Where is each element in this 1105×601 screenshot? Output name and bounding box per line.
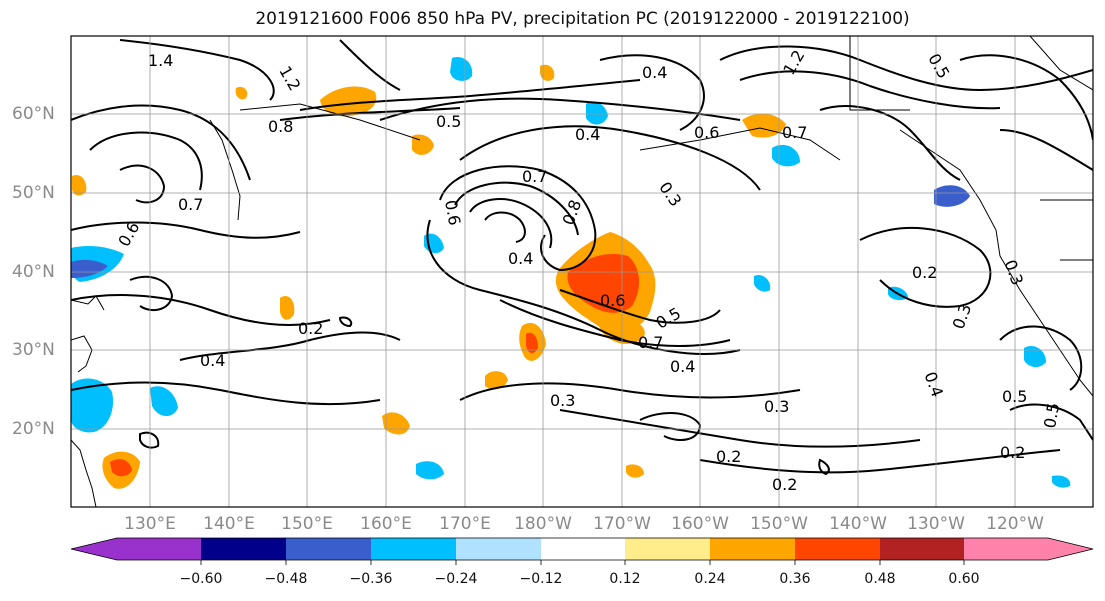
colorbar-segment (880, 538, 964, 560)
lon-label-140e: 140°E (203, 514, 255, 534)
colorbar-tick-label: 0.48 (864, 571, 896, 587)
map-frame (70, 35, 1094, 508)
precip-blob-west-pacific (71, 378, 114, 433)
contour-label: 0.4 (642, 63, 667, 82)
lon-label-160w: 160°W (671, 514, 729, 534)
lon-label-160e: 160°E (360, 514, 412, 534)
contour-label: 0.3 (764, 397, 789, 416)
colorbar-segment (456, 538, 541, 560)
lat-label-50n: 50°N (12, 183, 55, 203)
colorbar-segment (201, 538, 286, 560)
precip-positive-shading (72, 64, 786, 489)
contour-label: 0.7 (782, 123, 807, 142)
colorbar-segment (795, 538, 880, 560)
contour-label: 0.2 (716, 447, 741, 466)
contour-label: 0.2 (298, 319, 323, 338)
colorbar-tick-label: −0.48 (264, 571, 308, 587)
contour-label: 0.7 (638, 333, 663, 352)
lon-label-130w: 130°W (907, 514, 965, 534)
colorbar-tick-label: −0.12 (519, 571, 563, 587)
contour-label: 0.6 (441, 199, 464, 227)
coastlines (71, 36, 1093, 507)
lon-label-180w: 180°W (514, 514, 572, 534)
contour-label: 0.6 (694, 123, 719, 142)
colorbar-segment (625, 538, 710, 560)
colorbar-segment (710, 538, 795, 560)
contour-label: 0.2 (912, 263, 937, 282)
contour-label: 0.2 (1000, 443, 1025, 462)
lat-label-40n: 40°N (12, 262, 55, 282)
colorbar-segment (541, 538, 625, 560)
gridlines (71, 36, 1093, 507)
contour-label: 0.4 (200, 351, 225, 370)
map-title: 2019121600 F006 850 hPa PV, precipitatio… (255, 9, 910, 29)
colorbar-segment (286, 538, 371, 560)
contour-labels: 1.4 1.2 0.8 0.5 0.4 0.4 0.7 0.3 0.6 0.7 … (114, 47, 1063, 494)
lon-label-120w: 120°W (986, 514, 1044, 534)
lat-label-20n: 20°N (12, 419, 55, 439)
colorbar-tick-label: 0.36 (779, 571, 811, 587)
contour-label: 0.5 (436, 112, 461, 131)
colorbar-tick-label: −0.60 (179, 571, 223, 587)
colorbar-tick-label: 0.12 (609, 571, 641, 587)
contour-label: 0.7 (522, 167, 547, 186)
colorbar-tick-label: −0.24 (434, 571, 478, 587)
lon-label-150e: 150°E (281, 514, 333, 534)
contour-label: 0.7 (178, 195, 203, 214)
colorbar-segment (371, 538, 456, 560)
lat-label-30n: 30°N (12, 340, 55, 360)
lon-label-140w: 140°W (829, 514, 887, 534)
lon-label-150w: 150°W (750, 514, 808, 534)
contour-label: 0.4 (670, 357, 695, 376)
contour-label: 0.5 (1040, 401, 1063, 429)
lat-label-60n: 60°N (12, 104, 55, 124)
contour-label: 0.8 (268, 117, 293, 136)
colorbar-tick-label: 0.24 (694, 571, 726, 587)
colorbar (70, 537, 1094, 565)
contour-label: 0.5 (1002, 387, 1027, 406)
contour-label: 0.6 (600, 291, 625, 310)
lon-label-170e: 170°E (439, 514, 491, 534)
lon-label-130e: 130°E (124, 514, 176, 534)
colorbar-segment-extend-high (964, 538, 1093, 560)
colorbar-tick-label: −0.36 (349, 571, 393, 587)
colorbar-tick-label: 0.60 (948, 571, 980, 587)
contour-label: 0.4 (508, 249, 533, 268)
colorbar-segment-extend-low (71, 538, 201, 560)
contour-label: 1.4 (148, 51, 173, 70)
contour-label: 0.2 (772, 475, 797, 494)
contour-label: 0.4 (575, 125, 600, 144)
lon-label-170w: 170°W (593, 514, 651, 534)
contour-label: 0.3 (550, 391, 575, 410)
colorbar-outline (70, 537, 1094, 561)
